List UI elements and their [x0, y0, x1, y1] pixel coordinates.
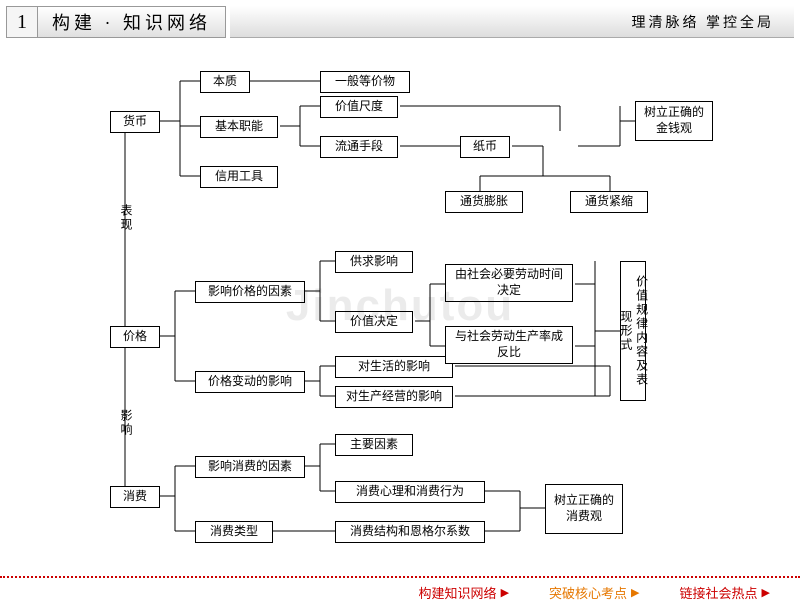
- node-price-factor: 影响价格的因素: [195, 281, 305, 303]
- footer-link-1[interactable]: 构建知识网络▶: [419, 583, 509, 602]
- node-labor-time: 由社会必要劳动时间决定: [445, 264, 573, 302]
- node-life-imp: 对生活的影响: [335, 356, 453, 378]
- node-value-law: 价值规律内容及表现形式: [620, 261, 646, 401]
- node-inflation: 通货膨胀: [445, 191, 523, 213]
- node-paper: 纸币: [460, 136, 510, 158]
- node-value-det: 价值决定: [335, 311, 413, 333]
- node-equiv: 一般等价物: [320, 71, 410, 93]
- node-deflation: 通货紧缩: [570, 191, 648, 213]
- node-cons-factor: 影响消费的因素: [195, 456, 305, 478]
- node-engel: 消费结构和恩格尔系数: [335, 521, 485, 543]
- node-money-view: 树立正确的金钱观: [635, 101, 713, 141]
- node-consume: 消费: [110, 486, 160, 508]
- node-currency: 货币: [110, 111, 160, 133]
- node-cons-type: 消费类型: [195, 521, 273, 543]
- section-subtitle: 理清脉络 掌控全局: [612, 6, 795, 38]
- footer-link-2[interactable]: 突破核心考点▶: [549, 583, 639, 602]
- node-main-factor: 主要因素: [335, 434, 413, 456]
- label-yingxiang: 影响: [118, 409, 135, 437]
- section-number: 1: [6, 6, 38, 38]
- node-circ: 流通手段: [320, 136, 398, 158]
- node-supply: 供求影响: [335, 251, 413, 273]
- section-title: 构建 · 知识网络: [38, 6, 226, 38]
- node-price: 价格: [110, 326, 160, 348]
- footer-nav: 构建知识网络▶ 突破核心考点▶ 链接社会热点▶: [0, 576, 800, 606]
- footer-link-3[interactable]: 链接社会热点▶: [680, 583, 770, 602]
- label-biaoxian: 表现: [118, 204, 135, 232]
- node-psych: 消费心理和消费行为: [335, 481, 485, 503]
- node-basic-fn: 基本职能: [200, 116, 278, 138]
- knowledge-tree: 货币 表现 价格 影响 消费 本质 基本职能 信用工具 一般等价物 价值尺度 流…: [0, 46, 800, 566]
- node-labor-inv: 与社会劳动生产率成反比: [445, 326, 573, 364]
- node-value-scale: 价值尺度: [320, 96, 398, 118]
- node-price-change: 价格变动的影响: [195, 371, 305, 393]
- node-credit: 信用工具: [200, 166, 278, 188]
- node-prod-imp: 对生产经营的影响: [335, 386, 453, 408]
- node-essence: 本质: [200, 71, 250, 93]
- header-spacer: [230, 6, 612, 38]
- node-cons-view: 树立正确的消费观: [545, 484, 623, 534]
